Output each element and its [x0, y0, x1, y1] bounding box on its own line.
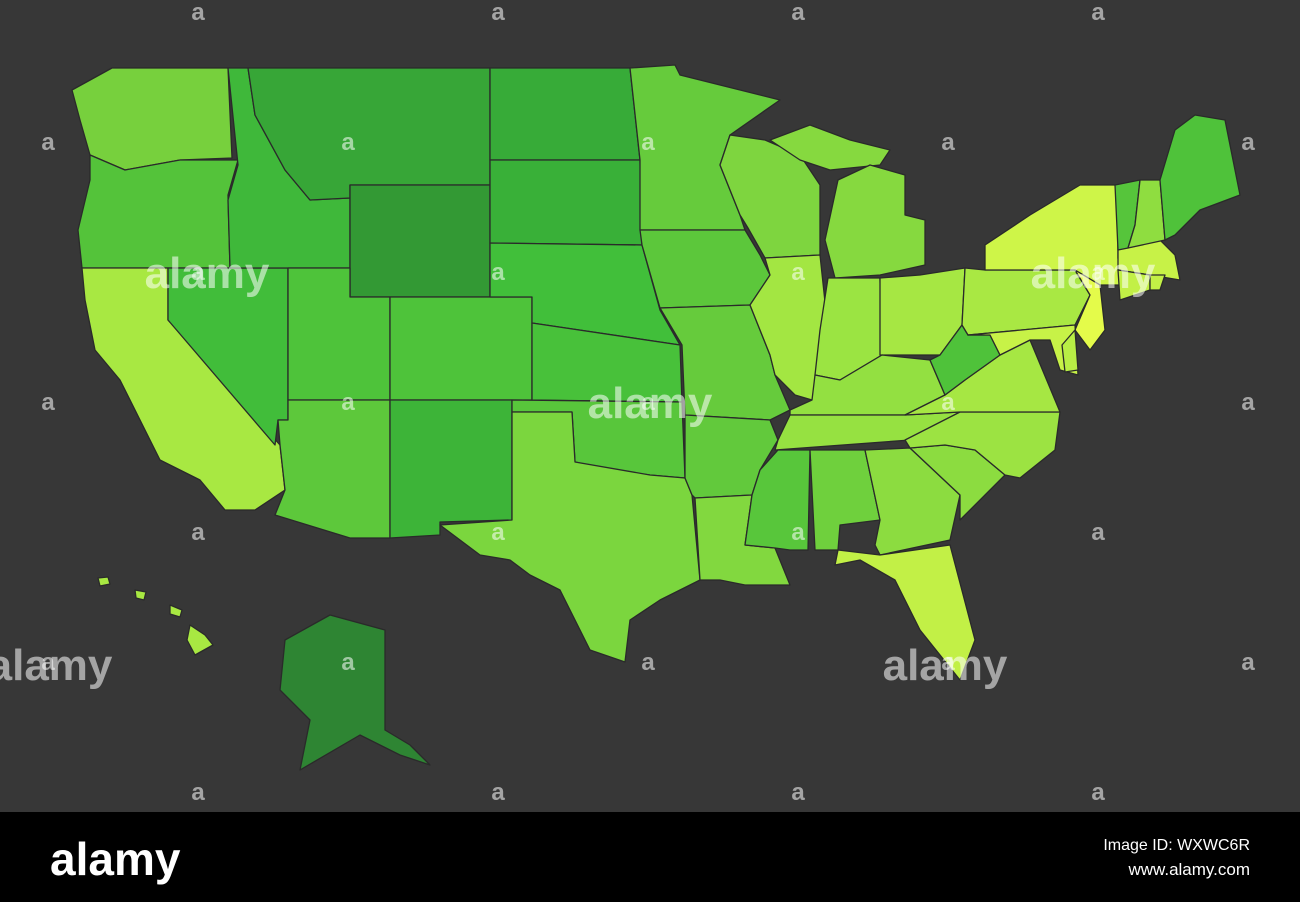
- wyoming: [349, 184, 491, 298]
- watermark-mark: a: [1241, 649, 1255, 676]
- michigan-upper: [769, 124, 891, 171]
- north-dakota: [489, 67, 641, 161]
- hawaii-kauai: [97, 576, 111, 587]
- watermark-mark: a: [641, 649, 655, 676]
- watermark-mark: a: [941, 129, 955, 156]
- watermark-mark: a: [791, 259, 805, 286]
- washington: [71, 67, 233, 171]
- watermark-mark: a: [641, 129, 655, 156]
- south-dakota: [489, 159, 643, 246]
- new-jersey: [1074, 269, 1106, 351]
- colorado: [389, 296, 533, 401]
- watermark-mark: a: [41, 649, 55, 676]
- watermark-mark: a: [191, 779, 205, 806]
- watermark-mark: a: [1091, 259, 1105, 286]
- watermark-mark: a: [791, 0, 805, 26]
- footer-logo: alamy: [50, 833, 181, 885]
- arizona: [274, 399, 391, 539]
- watermark-mark: a: [1241, 129, 1255, 156]
- watermark-text: alamy: [588, 379, 713, 428]
- watermark-mark: a: [791, 779, 805, 806]
- watermark-mark: a: [491, 259, 505, 286]
- texas: [439, 411, 701, 663]
- watermark-mark: a: [191, 519, 205, 546]
- watermarks: a a a aa a a a aa a a aa a a a aa a a aa a a a aa a a aalamyalam…: [0, 0, 1255, 806]
- watermark-mark: a: [191, 0, 205, 26]
- mississippi: [744, 449, 811, 551]
- footer-bar: [0, 812, 1300, 902]
- hawaii-island: [186, 624, 214, 656]
- watermark-mark: a: [941, 389, 955, 416]
- watermark-mark: a: [341, 649, 355, 676]
- alaska: [279, 614, 431, 771]
- watermark-mark: a: [1241, 389, 1255, 416]
- maine: [1159, 114, 1241, 241]
- watermark-text: alamy: [1031, 249, 1156, 298]
- florida: [834, 544, 976, 681]
- states: [71, 64, 1241, 771]
- watermark-mark: a: [1091, 779, 1105, 806]
- hawaii-maui: [169, 604, 183, 618]
- watermark-mark: a: [791, 519, 805, 546]
- watermark-mark: a: [191, 259, 205, 286]
- watermark-mark: a: [41, 129, 55, 156]
- watermark-mark: a: [1091, 519, 1105, 546]
- delaware: [1061, 329, 1079, 373]
- watermark-mark: a: [341, 389, 355, 416]
- watermark-mark: a: [341, 129, 355, 156]
- watermark-mark: a: [1091, 0, 1105, 26]
- michigan: [824, 164, 926, 279]
- new-mexico: [389, 399, 513, 539]
- watermark-mark: a: [491, 779, 505, 806]
- watermark-mark: a: [491, 0, 505, 26]
- watermark-mark: a: [641, 389, 655, 416]
- watermark-text: alamy: [145, 249, 270, 298]
- watermark-text: alamy: [0, 641, 113, 690]
- watermark-mark: a: [41, 389, 55, 416]
- new-hampshire: [1127, 179, 1166, 249]
- rhode-island: [1149, 274, 1166, 291]
- hawaii-oahu: [134, 589, 147, 601]
- wisconsin: [719, 134, 821, 259]
- watermark-mark: a: [941, 649, 955, 676]
- watermark-text: alamy: [883, 641, 1008, 690]
- iowa: [639, 229, 771, 309]
- footer-url: www.alamy.com: [1127, 860, 1250, 879]
- watermark-mark: a: [491, 519, 505, 546]
- image-id: Image ID: WXWC6R: [1103, 837, 1250, 854]
